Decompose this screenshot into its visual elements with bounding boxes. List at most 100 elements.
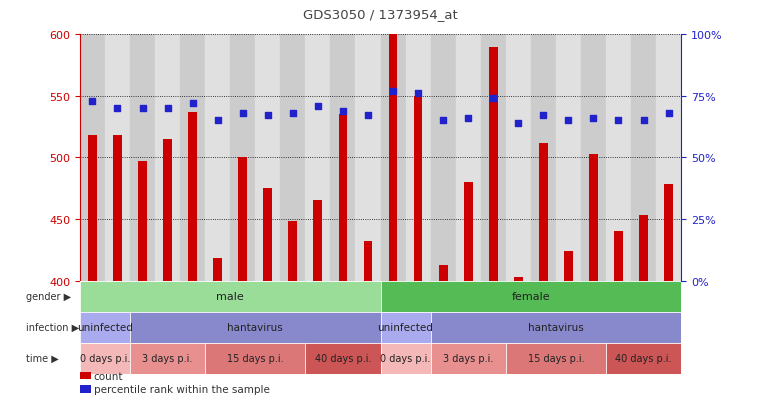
FancyBboxPatch shape — [506, 343, 606, 374]
Bar — [389, 35, 397, 281]
Point — [111, 106, 123, 112]
Bar — [463, 183, 473, 281]
Bar — [581, 35, 606, 281]
Bar — [355, 35, 380, 281]
Point — [312, 103, 324, 110]
Bar — [539, 143, 548, 281]
Bar — [431, 35, 456, 281]
Bar — [664, 185, 673, 281]
Bar — [531, 35, 556, 281]
Bar — [606, 35, 631, 281]
Bar — [255, 35, 280, 281]
Text: 40 days p.i.: 40 days p.i. — [616, 353, 672, 363]
Bar — [213, 259, 222, 281]
Point — [562, 118, 575, 124]
Bar — [614, 232, 622, 281]
FancyBboxPatch shape — [380, 312, 431, 343]
Bar — [238, 158, 247, 281]
FancyBboxPatch shape — [130, 343, 205, 374]
Text: male: male — [216, 291, 244, 301]
FancyBboxPatch shape — [380, 281, 681, 312]
Point — [663, 110, 675, 117]
Point — [462, 115, 474, 122]
Point — [362, 113, 374, 119]
Bar — [631, 35, 656, 281]
Bar — [489, 47, 498, 281]
Bar — [589, 154, 598, 281]
Bar — [230, 35, 255, 281]
Bar — [414, 97, 422, 281]
Text: gender ▶: gender ▶ — [26, 291, 71, 301]
FancyBboxPatch shape — [80, 312, 130, 343]
Point — [287, 110, 299, 117]
FancyBboxPatch shape — [80, 281, 380, 312]
Bar — [339, 115, 347, 281]
Bar — [380, 35, 406, 281]
Text: hantavirus: hantavirus — [528, 322, 584, 332]
Bar — [88, 136, 97, 281]
Text: count: count — [94, 371, 123, 381]
FancyBboxPatch shape — [80, 343, 130, 374]
Point — [212, 118, 224, 124]
FancyBboxPatch shape — [130, 312, 380, 343]
Point — [587, 115, 600, 122]
Text: 0 days p.i.: 0 days p.i. — [80, 353, 130, 363]
Point — [387, 88, 399, 95]
Point — [262, 113, 274, 119]
Text: GDS3050 / 1373954_at: GDS3050 / 1373954_at — [303, 8, 458, 21]
Bar — [314, 201, 322, 281]
Bar — [456, 35, 481, 281]
Bar — [188, 112, 197, 281]
FancyBboxPatch shape — [205, 343, 305, 374]
Text: uninfected: uninfected — [77, 322, 133, 332]
Bar — [330, 35, 355, 281]
Text: percentile rank within the sample: percentile rank within the sample — [94, 385, 269, 394]
FancyBboxPatch shape — [431, 343, 506, 374]
Text: 15 days p.i.: 15 days p.i. — [227, 353, 284, 363]
Text: 15 days p.i.: 15 days p.i. — [527, 353, 584, 363]
Point — [186, 101, 199, 107]
Point — [86, 98, 98, 105]
Bar — [514, 277, 523, 281]
Text: 3 days p.i.: 3 days p.i. — [142, 353, 193, 363]
Text: 40 days p.i.: 40 days p.i. — [315, 353, 371, 363]
Bar — [130, 35, 155, 281]
Bar — [205, 35, 231, 281]
Point — [613, 118, 625, 124]
Point — [337, 108, 349, 114]
Bar — [439, 265, 447, 281]
Bar — [280, 35, 305, 281]
Bar — [639, 216, 648, 281]
FancyBboxPatch shape — [380, 343, 431, 374]
Point — [161, 106, 174, 112]
Point — [638, 118, 650, 124]
Text: time ▶: time ▶ — [26, 353, 59, 363]
Bar — [155, 35, 180, 281]
Text: hantavirus: hantavirus — [228, 322, 283, 332]
Bar — [406, 35, 431, 281]
Bar — [180, 35, 205, 281]
Bar — [481, 35, 506, 281]
Text: 3 days p.i.: 3 days p.i. — [443, 353, 493, 363]
FancyBboxPatch shape — [431, 312, 681, 343]
Text: 0 days p.i.: 0 days p.i. — [380, 353, 431, 363]
Bar — [139, 161, 147, 281]
Point — [512, 120, 524, 127]
Bar — [506, 35, 531, 281]
Point — [537, 113, 549, 119]
Bar — [305, 35, 330, 281]
Text: infection ▶: infection ▶ — [26, 322, 79, 332]
Point — [237, 110, 249, 117]
Bar — [564, 252, 573, 281]
Bar — [113, 136, 122, 281]
Bar — [163, 140, 172, 281]
FancyBboxPatch shape — [606, 343, 681, 374]
Bar — [80, 35, 105, 281]
Point — [136, 106, 148, 112]
Bar — [288, 222, 298, 281]
Bar — [105, 35, 130, 281]
Point — [437, 118, 449, 124]
Text: female: female — [511, 291, 550, 301]
Bar — [656, 35, 681, 281]
Point — [412, 91, 424, 97]
